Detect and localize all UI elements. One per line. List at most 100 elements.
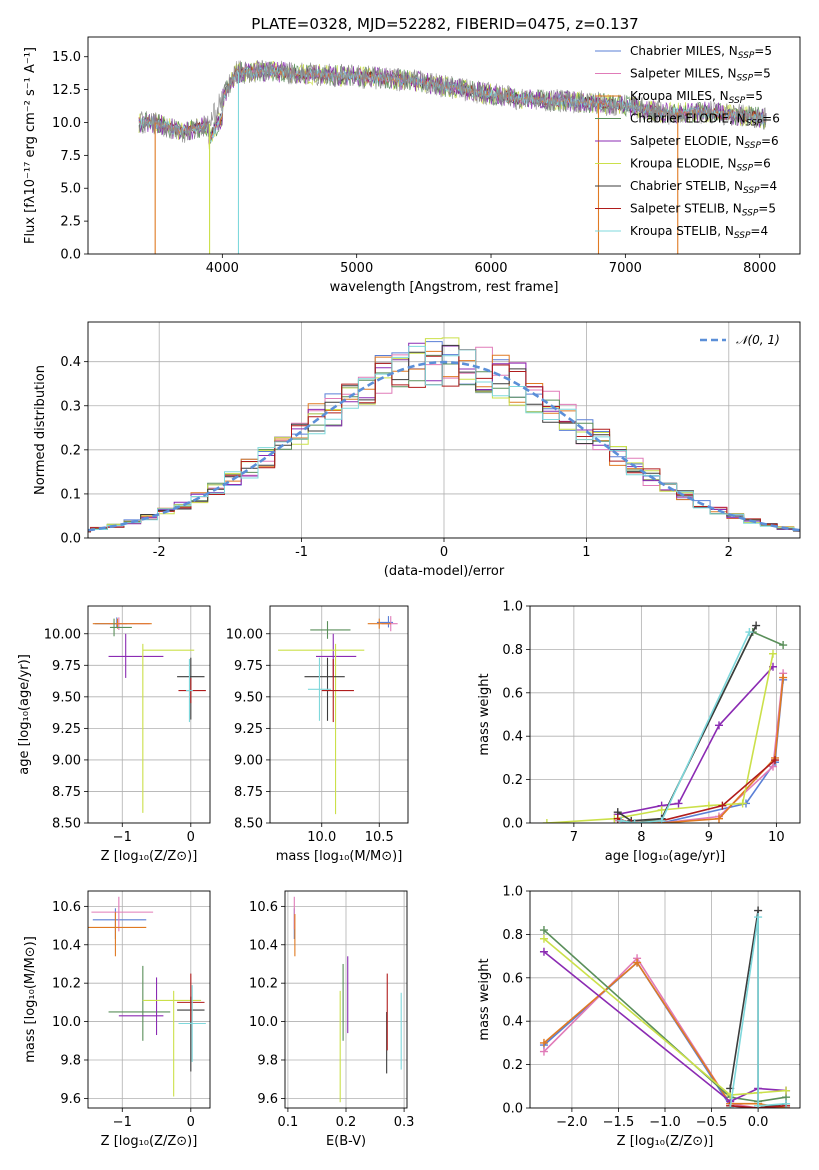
- x-axis-label: E(B-V): [326, 1134, 366, 1149]
- age_vs_Z-plot-area: [88, 606, 210, 823]
- series-line: [617, 679, 784, 823]
- x-tick-label: 1: [582, 545, 590, 560]
- y-tick-label: 0.6: [502, 971, 523, 986]
- axes-frame: [529, 890, 801, 1109]
- series-marker: [769, 649, 777, 658]
- x-tick-label: 4000: [206, 261, 239, 276]
- series-line: [729, 916, 787, 1108]
- y-tick-label: 10.0: [249, 1015, 278, 1030]
- y-tick-label: 9.8: [60, 1053, 81, 1068]
- figure-title: PLATE=0328, MJD=52282, FIBERID=0475, z=0…: [251, 15, 638, 33]
- x-tick-label: 0: [187, 1115, 195, 1130]
- y-axis-label: mass [log₁₀(M/M⊙)]: [23, 936, 38, 1063]
- axes-frame: [269, 605, 409, 824]
- series-marker: [779, 641, 788, 650]
- y-tick-label: 10.6: [249, 900, 278, 915]
- panel-spectrum: 4000 5000 6000 7000 8000 0.0 2.5 5.0 7.5 10.0 12.5…: [23, 36, 801, 295]
- y-tick-label: 10.2: [249, 977, 278, 992]
- x-tick-label: −1.0: [649, 1115, 681, 1130]
- y-axis-label: age [log₁₀(age/yr)]: [17, 654, 32, 775]
- legend-entry: Kroupa STELIB, NSSP=4: [630, 224, 768, 241]
- series-marker: [779, 673, 788, 682]
- x-tick-label: 10.0: [307, 830, 336, 845]
- y-tick-label: 0.0: [60, 248, 81, 263]
- x-tick-label: 5000: [340, 261, 373, 276]
- y-tick-label: 8.75: [234, 785, 263, 800]
- x-tick-label: 0.3: [394, 1115, 415, 1130]
- series-marker: [718, 801, 727, 810]
- axes-frame: [87, 36, 801, 255]
- series-marker: [657, 816, 666, 823]
- y-tick-label: 1.0: [502, 885, 523, 900]
- panels-layer: 4000 5000 6000 7000 80000.02.55.07.510.012.5…: [17, 36, 801, 1149]
- series-line: [543, 929, 787, 1103]
- x-tick-label: −1: [113, 1115, 132, 1130]
- y-tick-label: 10.4: [52, 938, 81, 953]
- series-line: [730, 1105, 787, 1108]
- y-tick-label: 10.6: [52, 900, 81, 915]
- x-axis-label: (data-model)/error: [384, 564, 505, 579]
- series-marker: [617, 816, 626, 823]
- series-line: [617, 673, 784, 823]
- series-marker: [539, 934, 548, 943]
- y-tick-label: 0.8: [502, 928, 523, 943]
- y-tick-label: 9.25: [52, 722, 81, 737]
- series-marker: [769, 762, 777, 771]
- gaussian-curve: [88, 360, 800, 532]
- y-tick-label: 7.5: [60, 149, 81, 164]
- legend-entry: Chabrier MILES, NSSP=5: [630, 44, 772, 61]
- histogram-kroupa_miles: [88, 350, 800, 533]
- series-marker: [771, 756, 780, 765]
- y-axis-label: mass weight: [477, 958, 492, 1040]
- y-axis-label: Normed distribution: [33, 365, 48, 495]
- legend-entry: Salpeter STELIB, NSSP=5: [630, 202, 776, 219]
- series-marker: [715, 814, 723, 823]
- series-line: [617, 625, 757, 822]
- x-tick-label: 10: [768, 830, 785, 845]
- y-tick-label: 10.2: [52, 977, 81, 992]
- x-tick-label: −1: [113, 830, 132, 845]
- y-tick-label: 0.0: [502, 1102, 523, 1117]
- y-tick-label: 10.00: [44, 627, 81, 642]
- y-tick-label: 9.50: [52, 690, 81, 705]
- series-marker: [674, 799, 683, 808]
- series-marker: [726, 1104, 735, 1108]
- x-tick-label: -2: [153, 545, 166, 560]
- y-tick-label: 2.5: [60, 215, 81, 230]
- y-tick-label: 10.0: [52, 1015, 81, 1030]
- y-tick-label: 1.0: [502, 600, 523, 615]
- y-tick-label: 0.0: [502, 817, 523, 832]
- y-tick-label: 9.50: [234, 690, 263, 705]
- legend-entry: Chabrier STELIB, NSSP=4: [630, 179, 777, 196]
- x-tick-label: 9: [705, 830, 713, 845]
- series-marker: [539, 926, 548, 935]
- y-tick-label: 9.6: [60, 1092, 81, 1107]
- x-tick-label: 7: [570, 830, 578, 845]
- legend-entry: Chabrier ELODIE, NSSP=6: [630, 112, 780, 129]
- mass_vs_EBV-plot-area: [285, 891, 407, 1108]
- y-tick-label: 10.0: [52, 116, 81, 131]
- x-axis-label: Z [log₁₀(Z/Z⊙)]: [101, 849, 198, 864]
- y-tick-label: 0.4: [502, 730, 523, 745]
- series-marker: [715, 721, 723, 730]
- y-tick-label: 0.6: [502, 686, 523, 701]
- x-tick-label: 0: [187, 830, 195, 845]
- series-marker: [630, 819, 639, 823]
- x-tick-label: 8: [637, 830, 645, 845]
- histogram-kroupa_stelib: [88, 345, 800, 532]
- y-tick-label: 8.50: [52, 817, 81, 832]
- spectrum-plot-area: [138, 59, 767, 254]
- x-axis-label: Z [log₁₀(Z/Z⊙)]: [101, 1134, 198, 1149]
- series-marker: [782, 1086, 791, 1095]
- x-tick-label: −1.5: [603, 1115, 635, 1130]
- y-tick-label: 15.0: [52, 50, 81, 65]
- y-axis-label: mass weight: [477, 673, 492, 755]
- panel-mass_vs_EBV: 0.1 0.2 0.3 9.6 9.8 10.0 10.2 10.4 10.6 E(B-V): [249, 890, 415, 1149]
- x-tick-label: 0.1: [278, 1115, 299, 1130]
- series-marker: [782, 1099, 791, 1108]
- series-marker: [752, 621, 761, 630]
- x-axis-label: mass [log₁₀(M/M⊙)]: [276, 849, 403, 864]
- y-tick-label: 0.4: [502, 1015, 523, 1030]
- series-marker: [754, 913, 763, 922]
